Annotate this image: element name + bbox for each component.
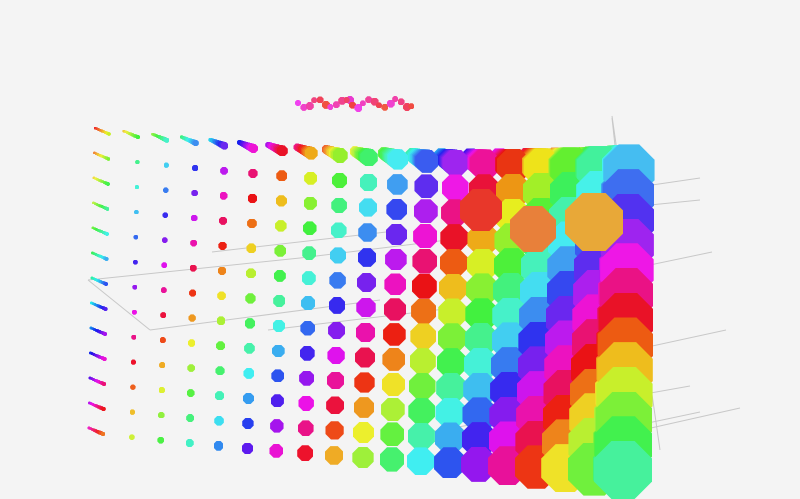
floor-grid-line <box>87 257 301 281</box>
figure-canvas <box>87 96 741 499</box>
floor-grid-line <box>87 279 151 331</box>
wall-grid-line <box>625 251 713 271</box>
floor-grid-line <box>149 299 381 331</box>
floor-grid-line <box>299 235 481 259</box>
floor-grid-line <box>519 411 701 450</box>
scatter-marker <box>379 447 405 472</box>
scatter-marker <box>487 446 527 486</box>
wall-grid-line <box>611 117 649 450</box>
wall-grid-line <box>641 407 741 431</box>
scatter-marker <box>514 445 559 489</box>
scatter-marker <box>406 447 435 476</box>
axes-3d-grid <box>87 115 741 450</box>
scatter-marker <box>541 444 590 493</box>
floor-grid-line <box>599 199 701 211</box>
floor-grid-line <box>611 115 661 450</box>
scatter-marker <box>567 442 621 496</box>
scatter-marker <box>352 446 374 469</box>
wall-grid-line <box>617 177 701 191</box>
scatter-marker <box>434 447 466 479</box>
floor-grid-line <box>267 305 471 331</box>
floor-grid-line <box>211 231 387 253</box>
wall-grid-line <box>633 329 727 351</box>
floor-grid-line <box>429 385 691 433</box>
scatter-marker <box>461 446 497 482</box>
